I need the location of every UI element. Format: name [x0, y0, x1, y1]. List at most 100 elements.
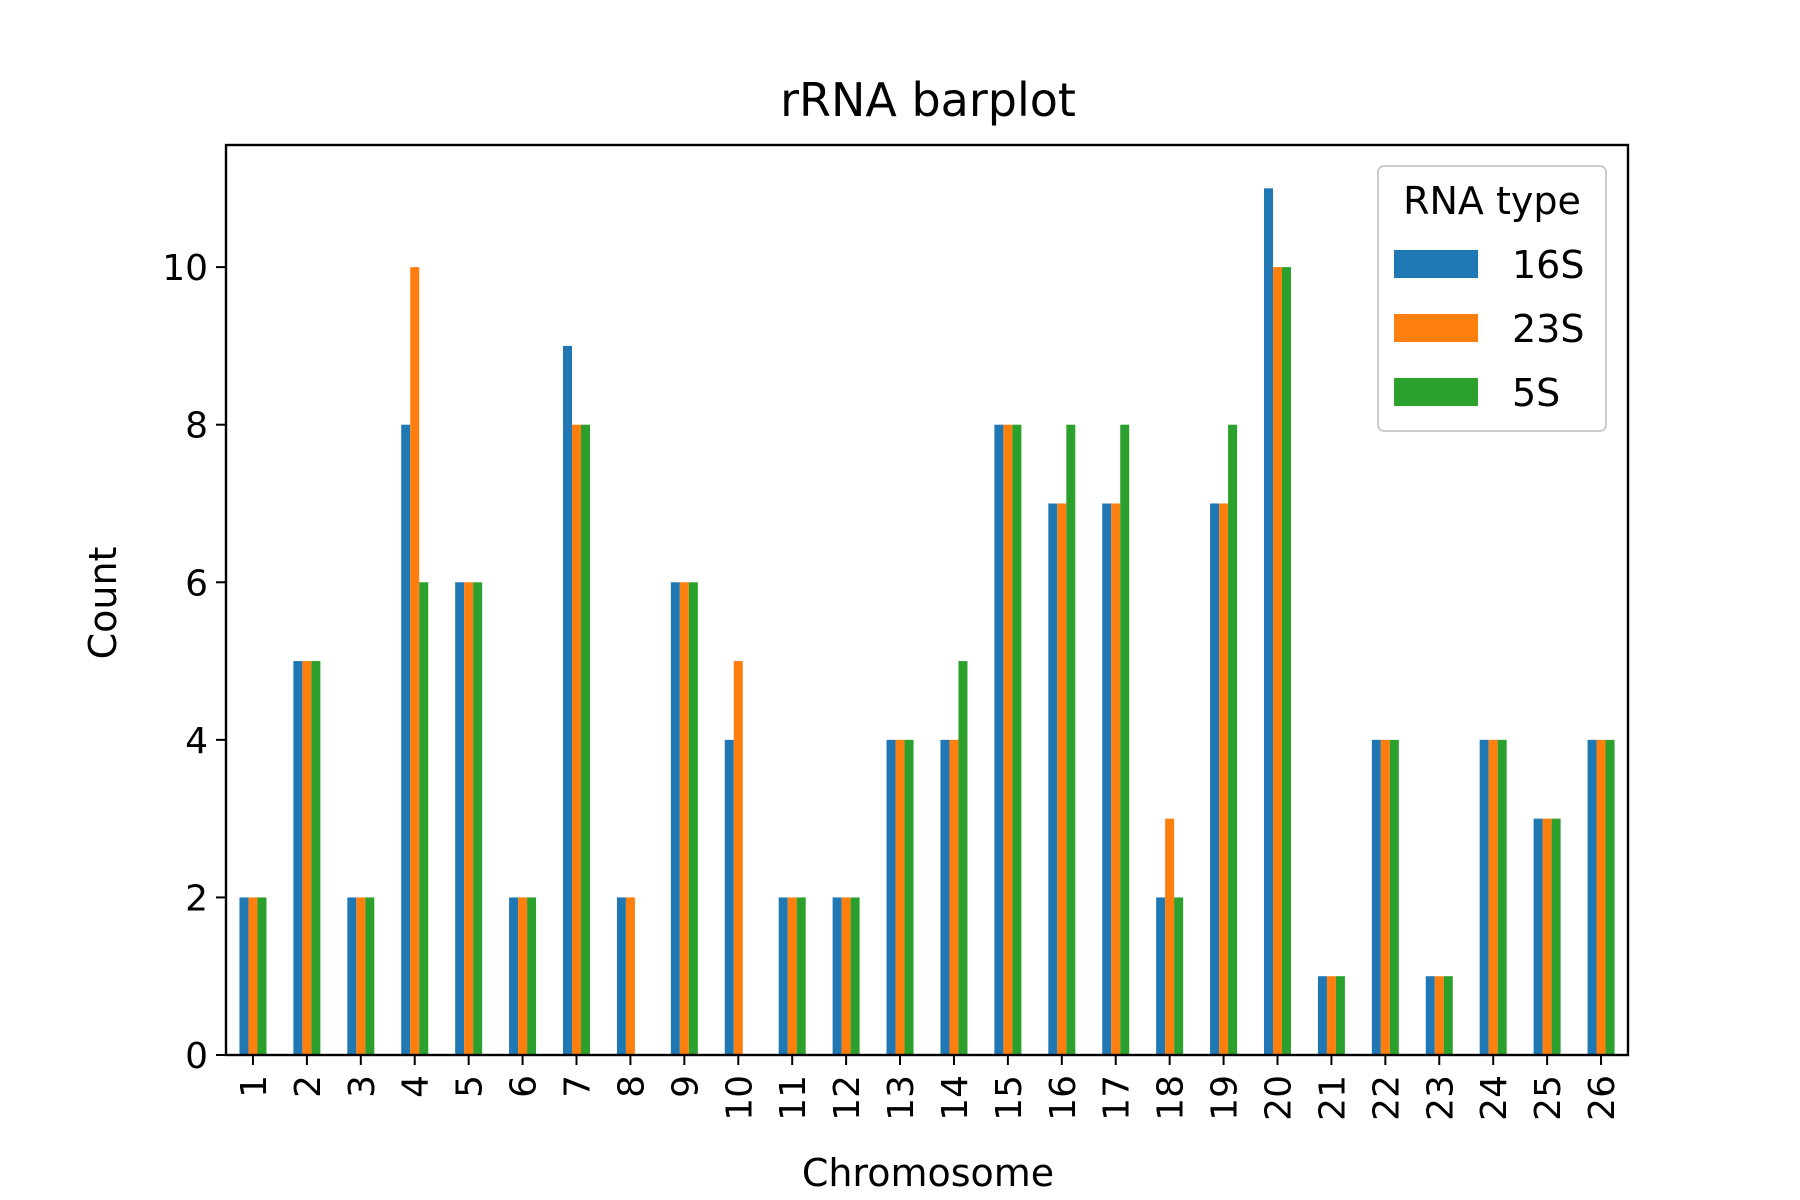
y-tick-label: 6	[185, 563, 208, 604]
bar-23S-chr-5	[464, 582, 473, 1055]
bar-23S-chr-17	[1111, 503, 1120, 1055]
bar-16S-chr-10	[725, 740, 734, 1055]
bar-5S-chr-15	[1012, 425, 1021, 1055]
x-axis: 1 2 3 4 5 6 7 8 9 10 11 12 13 14 15 16 17 18 19 20 21 22 23 24 2…	[234, 1055, 1623, 1121]
legend-swatch-23S	[1394, 314, 1478, 342]
x-tick-label: 3	[342, 1075, 383, 1098]
y-axis: 0 2 4 6 8 10	[162, 248, 226, 1077]
bar-23S-chr-13	[896, 740, 905, 1055]
x-tick-label: 12	[827, 1075, 868, 1121]
bar-23S-chr-10	[734, 661, 743, 1055]
bar-5S-chr-16	[1066, 425, 1075, 1055]
bar-23S-chr-15	[1003, 425, 1012, 1055]
bar-16S-chr-17	[1102, 503, 1111, 1055]
bar-16S-chr-12	[833, 897, 842, 1055]
x-tick-label: 23	[1420, 1075, 1461, 1121]
legend-swatch-5S	[1394, 378, 1478, 406]
bar-23S-chr-16	[1057, 503, 1066, 1055]
x-tick-label: 26	[1582, 1075, 1623, 1121]
bar-5S-chr-18	[1174, 897, 1183, 1055]
bar-16S-chr-14	[940, 740, 949, 1055]
legend-title: RNA type	[1403, 179, 1581, 223]
x-tick-label: 17	[1097, 1075, 1138, 1121]
bar-16S-chr-7	[563, 346, 572, 1055]
legend-label-23S: 23S	[1512, 307, 1584, 351]
bar-5S-chr-6	[527, 897, 536, 1055]
y-tick-label: 0	[185, 1036, 208, 1077]
bar-5S-chr-24	[1498, 740, 1507, 1055]
bar-5S-chr-4	[419, 582, 428, 1055]
bar-5S-chr-9	[689, 582, 698, 1055]
bar-5S-chr-26	[1606, 740, 1615, 1055]
bar-5S-chr-17	[1120, 425, 1129, 1055]
bar-23S-chr-6	[518, 897, 527, 1055]
bar-23S-chr-19	[1219, 503, 1228, 1055]
bar-23S-chr-23	[1435, 976, 1444, 1055]
x-tick-label: 22	[1366, 1075, 1407, 1121]
bar-16S-chr-13	[887, 740, 896, 1055]
bar-16S-chr-2	[293, 661, 302, 1055]
bar-16S-chr-24	[1480, 740, 1489, 1055]
x-tick-label: 25	[1528, 1075, 1569, 1121]
bar-16S-chr-21	[1318, 976, 1327, 1055]
bar-16S-chr-22	[1372, 740, 1381, 1055]
bar-23S-chr-2	[302, 661, 311, 1055]
bar-16S-chr-20	[1264, 188, 1273, 1055]
bar-5S-chr-25	[1552, 819, 1561, 1055]
bar-16S-chr-3	[347, 897, 356, 1055]
bar-5S-chr-21	[1336, 976, 1345, 1055]
bar-23S-chr-4	[410, 267, 419, 1055]
bar-23S-chr-21	[1327, 976, 1336, 1055]
bar-23S-chr-8	[626, 897, 635, 1055]
bar-23S-chr-24	[1489, 740, 1498, 1055]
bar-5S-chr-1	[257, 897, 266, 1055]
x-tick-label: 14	[935, 1075, 976, 1121]
bar-5S-chr-19	[1228, 425, 1237, 1055]
x-tick-label: 8	[611, 1075, 652, 1098]
x-tick-label: 16	[1043, 1075, 1084, 1121]
bar-5S-chr-2	[311, 661, 320, 1055]
x-tick-label: 13	[881, 1075, 922, 1121]
bar-16S-chr-25	[1534, 819, 1543, 1055]
bar-16S-chr-23	[1426, 976, 1435, 1055]
y-tick-label: 4	[185, 721, 208, 762]
bar-5S-chr-13	[905, 740, 914, 1055]
x-tick-label: 4	[396, 1075, 437, 1098]
bar-23S-chr-18	[1165, 819, 1174, 1055]
x-tick-label: 11	[773, 1075, 814, 1121]
legend-label-16S: 16S	[1512, 243, 1584, 287]
x-tick-label: 20	[1259, 1075, 1300, 1121]
bar-23S-chr-1	[248, 897, 257, 1055]
bar-16S-chr-5	[455, 582, 464, 1055]
bar-23S-chr-22	[1381, 740, 1390, 1055]
x-tick-label: 15	[989, 1075, 1030, 1121]
bar-16S-chr-9	[671, 582, 680, 1055]
bar-16S-chr-1	[239, 897, 248, 1055]
bar-23S-chr-7	[572, 425, 581, 1055]
x-tick-label: 9	[665, 1075, 706, 1098]
y-tick-label: 8	[185, 406, 208, 447]
bar-23S-chr-26	[1597, 740, 1606, 1055]
bar-5S-chr-11	[797, 897, 806, 1055]
chart-title: rRNA barplot	[780, 73, 1076, 127]
bar-23S-chr-11	[788, 897, 797, 1055]
y-tick-label: 2	[185, 878, 208, 919]
x-tick-label: 24	[1474, 1075, 1515, 1121]
x-tick-label: 10	[719, 1075, 760, 1121]
x-tick-label: 21	[1312, 1075, 1353, 1121]
bar-5S-chr-3	[365, 897, 374, 1055]
x-tick-label: 2	[288, 1075, 329, 1098]
y-axis-label: Count	[81, 547, 125, 660]
bar-16S-chr-15	[994, 425, 1003, 1055]
bar-16S-chr-6	[509, 897, 518, 1055]
x-tick-label: 1	[234, 1075, 275, 1098]
bar-23S-chr-12	[842, 897, 851, 1055]
bar-16S-chr-8	[617, 897, 626, 1055]
bar-16S-chr-18	[1156, 897, 1165, 1055]
legend-swatch-16S	[1394, 250, 1478, 278]
bar-16S-chr-11	[779, 897, 788, 1055]
x-tick-label: 19	[1205, 1075, 1246, 1121]
bar-23S-chr-20	[1273, 267, 1282, 1055]
x-tick-label: 5	[450, 1075, 491, 1098]
